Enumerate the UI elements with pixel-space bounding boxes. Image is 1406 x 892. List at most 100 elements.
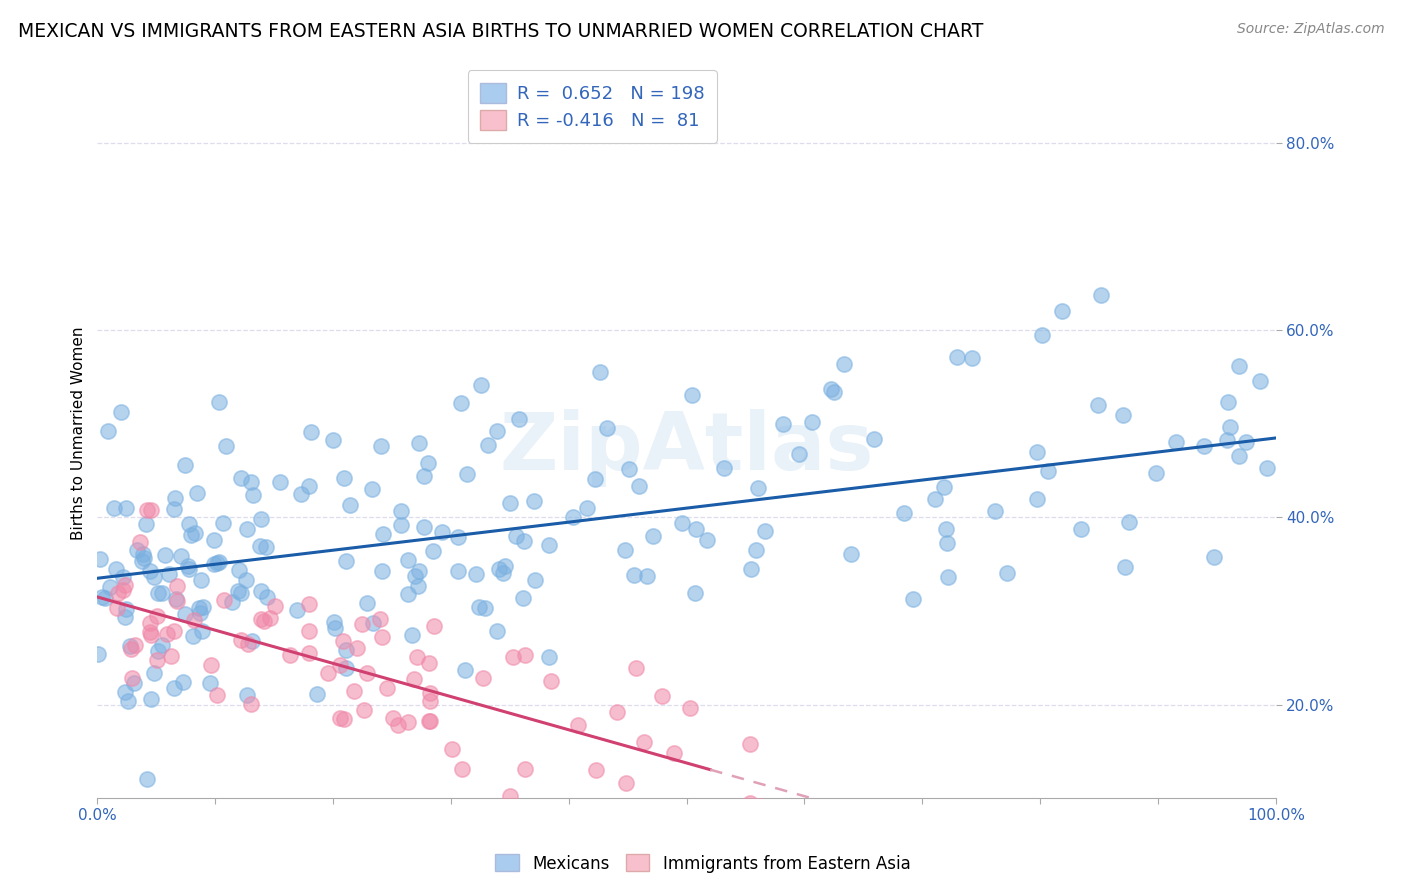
Point [371, 564, 394, 578]
Point [740, 737, 762, 751]
Point [486, 624, 509, 639]
Point [1215, 433, 1237, 447]
Point [87, 648, 110, 662]
Point [470, 378, 492, 392]
Point [125, 543, 148, 558]
Point [361, 482, 384, 496]
Point [148, 585, 170, 599]
Point [935, 522, 957, 536]
Point [523, 494, 546, 508]
Point [323, 621, 346, 635]
Point [202, 533, 225, 548]
Point [110, 405, 132, 419]
Point [256, 590, 278, 604]
Point [249, 539, 271, 553]
Point [513, 762, 536, 776]
Point [477, 438, 499, 452]
Point [91, 590, 114, 604]
Point [122, 675, 145, 690]
Point [382, 711, 405, 725]
Point [254, 540, 277, 554]
Point [396, 714, 419, 729]
Point [298, 598, 321, 612]
Point [540, 673, 562, 688]
Point [132, 547, 155, 561]
Point [513, 648, 536, 662]
Point [139, 624, 162, 639]
Point [177, 562, 200, 576]
Point [683, 586, 706, 600]
Point [740, 562, 762, 576]
Point [832, 357, 855, 371]
Point [1234, 434, 1257, 449]
Point [747, 481, 769, 495]
Point [89, 552, 111, 566]
Point [180, 528, 202, 542]
Point [624, 661, 647, 675]
Point [1050, 303, 1073, 318]
Point [681, 388, 703, 402]
Point [614, 775, 637, 789]
Point [346, 641, 368, 656]
Point [322, 433, 344, 447]
Point [538, 538, 561, 552]
Point [633, 735, 655, 749]
Point [408, 565, 430, 579]
Point [685, 522, 707, 536]
Point [298, 479, 321, 493]
Point [713, 460, 735, 475]
Point [240, 475, 263, 489]
Point [188, 606, 211, 620]
Point [236, 688, 259, 702]
Point [422, 544, 444, 558]
Point [575, 500, 598, 515]
Point [329, 711, 352, 725]
Point [333, 712, 356, 726]
Y-axis label: Births to Unmarried Women: Births to Unmarried Women [72, 326, 86, 540]
Point [142, 666, 165, 681]
Point [208, 555, 231, 569]
Point [450, 762, 472, 776]
Point [198, 676, 221, 690]
Point [696, 533, 718, 548]
Point [893, 506, 915, 520]
Point [820, 382, 842, 396]
Point [589, 365, 612, 379]
Point [172, 675, 194, 690]
Point [454, 663, 477, 677]
Point [305, 687, 328, 701]
Point [946, 350, 969, 364]
Point [396, 553, 419, 567]
Point [208, 395, 231, 409]
Point [936, 536, 959, 550]
Point [1219, 420, 1241, 434]
Point [356, 666, 378, 681]
Point [118, 639, 141, 653]
Point [512, 591, 534, 605]
Point [387, 718, 409, 732]
Point [447, 530, 470, 544]
Point [995, 566, 1018, 581]
Point [152, 586, 174, 600]
Point [184, 526, 207, 541]
Point [352, 616, 374, 631]
Point [135, 517, 157, 532]
Point [240, 633, 263, 648]
Point [114, 610, 136, 624]
Point [121, 671, 143, 685]
Point [789, 447, 811, 461]
Point [502, 649, 524, 664]
Point [413, 520, 436, 534]
Point [250, 512, 273, 526]
Point [228, 563, 250, 577]
Legend: Mexicans, Immigrants from Eastern Asia: Mexicans, Immigrants from Eastern Asia [489, 847, 917, 880]
Point [562, 510, 585, 524]
Point [1111, 408, 1133, 422]
Point [316, 665, 339, 680]
Point [440, 742, 463, 756]
Point [596, 421, 619, 435]
Point [464, 567, 486, 582]
Point [800, 415, 823, 429]
Point [332, 633, 354, 648]
Point [1227, 450, 1250, 464]
